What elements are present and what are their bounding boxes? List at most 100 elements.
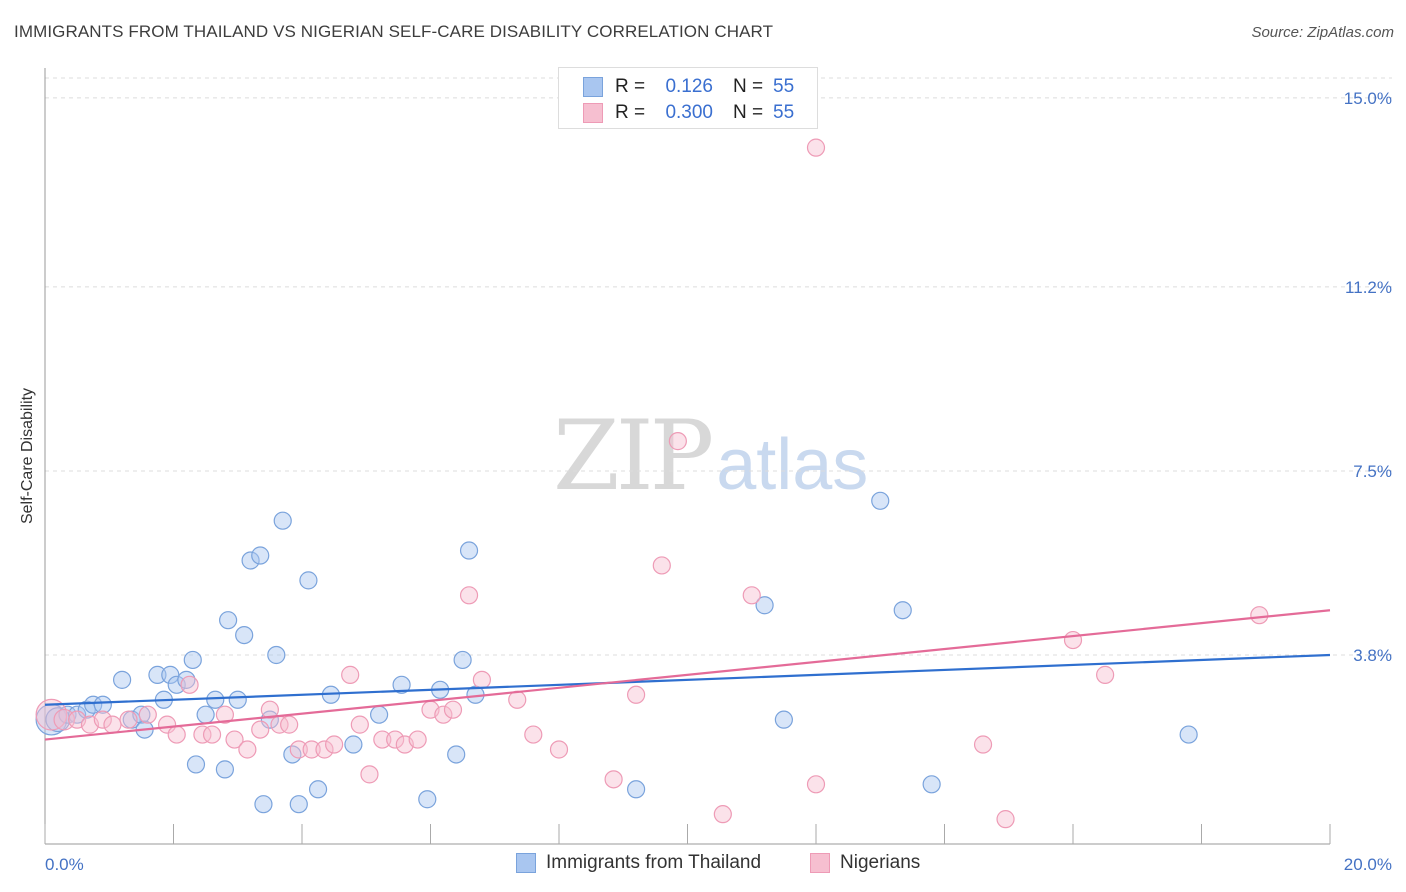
nigerian-point bbox=[289, 740, 308, 759]
nigerian-point bbox=[360, 765, 379, 784]
thailand-point bbox=[418, 790, 437, 809]
nigerian-point bbox=[302, 740, 321, 759]
nigerian-point bbox=[251, 720, 270, 739]
thailand-point bbox=[196, 705, 215, 724]
thailand-point bbox=[459, 541, 479, 560]
thailand-point bbox=[453, 650, 472, 670]
legend-n-label: N = bbox=[733, 102, 764, 123]
thailand-point bbox=[392, 675, 411, 694]
nigerian-point bbox=[350, 715, 369, 734]
trend-line-nigerians bbox=[44, 609, 1331, 741]
thailand-point bbox=[183, 650, 202, 670]
thailand-point bbox=[93, 695, 112, 714]
legend-item-nigerians[interactable]: Nigerians bbox=[810, 852, 920, 874]
legend-swatch-thailand bbox=[583, 77, 603, 97]
nigerian-point bbox=[806, 775, 826, 794]
nigerian-point bbox=[215, 705, 234, 724]
legend-swatch-nigerians bbox=[810, 853, 830, 873]
thailand-point bbox=[186, 755, 206, 774]
nigerian-point bbox=[315, 740, 334, 759]
legend-n-label: N = bbox=[733, 76, 764, 97]
nigerian-point bbox=[996, 810, 1015, 829]
tick-labels: 3.8% 7.5% 11.2% 15.0% 0.0% 20.0% bbox=[45, 89, 1392, 874]
y-tick-label: 7.5% bbox=[1353, 462, 1392, 481]
legend-r-value: 0.126 bbox=[665, 76, 713, 97]
nigerian-point bbox=[434, 705, 453, 724]
thailand-point bbox=[84, 695, 103, 714]
nigerian-point bbox=[668, 432, 687, 451]
nigerian-point bbox=[459, 586, 479, 605]
thailand-point bbox=[219, 611, 238, 630]
nigerian-point bbox=[35, 698, 68, 731]
thailand-point bbox=[871, 491, 890, 510]
nigerian-point bbox=[202, 725, 222, 744]
legend-row-thailand: R = 0.126 N = 55 bbox=[583, 74, 794, 100]
nigerian-point bbox=[973, 735, 993, 754]
correlation-legend: R = 0.126 N = 55 R = 0.300 N = 55 bbox=[558, 67, 818, 129]
thailand-point bbox=[893, 601, 912, 620]
source-label: Source: ZipAtlas.com bbox=[1251, 24, 1394, 41]
thailand-point bbox=[254, 795, 273, 814]
legend-swatch-thailand bbox=[516, 853, 536, 873]
thailand-point bbox=[215, 760, 234, 779]
thailand-point bbox=[370, 705, 389, 724]
thailand-point bbox=[273, 511, 292, 530]
thailand-point bbox=[68, 705, 87, 724]
legend-r-label: R = bbox=[615, 76, 646, 97]
thailand-point bbox=[267, 645, 286, 665]
thailand-point bbox=[344, 735, 363, 754]
nigerian-point bbox=[652, 556, 671, 575]
legend-label-nigerians: Nigerians bbox=[840, 852, 921, 873]
nigerian-point bbox=[167, 725, 186, 744]
nigerian-point bbox=[524, 725, 543, 744]
series-legend: Immigrants from Thailand Nigerians bbox=[0, 852, 1406, 878]
thailand-point bbox=[112, 670, 132, 689]
thailand-point bbox=[1179, 725, 1198, 744]
series-immigrants-from-thailand bbox=[35, 491, 1198, 814]
thailand-point bbox=[177, 670, 196, 689]
chart-title: IMMIGRANTS FROM THAILAND VS NIGERIAN SEL… bbox=[14, 22, 774, 41]
nigerian-point bbox=[180, 675, 199, 694]
series-nigerians bbox=[35, 138, 1269, 829]
thailand-point bbox=[922, 775, 941, 794]
nigerian-point bbox=[1096, 665, 1115, 684]
nigerian-point bbox=[260, 700, 279, 719]
nigerian-point bbox=[373, 730, 392, 749]
legend-item-thailand[interactable]: Immigrants from Thailand bbox=[516, 852, 761, 874]
nigerian-point bbox=[138, 705, 157, 724]
trend-lines bbox=[44, 609, 1331, 741]
nigerian-point bbox=[806, 138, 826, 157]
y-tick-label: 11.2% bbox=[1345, 278, 1392, 297]
trend-line-thailand bbox=[44, 653, 1331, 706]
thailand-point bbox=[235, 625, 254, 645]
nigerian-point bbox=[325, 735, 344, 754]
legend-r-value: 0.300 bbox=[665, 102, 713, 123]
thailand-point bbox=[308, 780, 328, 799]
thailand-point bbox=[299, 571, 318, 590]
axes bbox=[44, 68, 1331, 845]
thailand-point bbox=[447, 745, 466, 764]
nigerian-point bbox=[341, 665, 360, 684]
y-tick-label: 3.8% bbox=[1353, 646, 1392, 665]
thailand-point bbox=[241, 551, 260, 570]
legend-label-thailand: Immigrants from Thailand bbox=[546, 852, 762, 873]
nigerian-point bbox=[408, 730, 427, 749]
nigerian-point bbox=[386, 730, 405, 749]
thailand-point bbox=[228, 690, 247, 709]
thailand-point bbox=[206, 690, 225, 709]
nigerian-point bbox=[713, 805, 732, 824]
nigerian-point bbox=[1250, 606, 1269, 625]
nigerian-point bbox=[225, 730, 244, 749]
legend-row-nigerians: R = 0.300 N = 55 bbox=[583, 100, 794, 126]
nigerian-point bbox=[238, 740, 257, 759]
thailand-point bbox=[755, 596, 774, 615]
legend-n-value: 55 bbox=[773, 102, 795, 123]
legend-n-value: 55 bbox=[773, 76, 795, 97]
thailand-point bbox=[58, 705, 77, 724]
nigerian-point bbox=[53, 708, 76, 731]
legend-r-label: R = bbox=[615, 102, 646, 123]
nigerian-point bbox=[742, 586, 761, 605]
nigerian-point bbox=[549, 740, 569, 759]
nigerian-point bbox=[280, 715, 299, 734]
